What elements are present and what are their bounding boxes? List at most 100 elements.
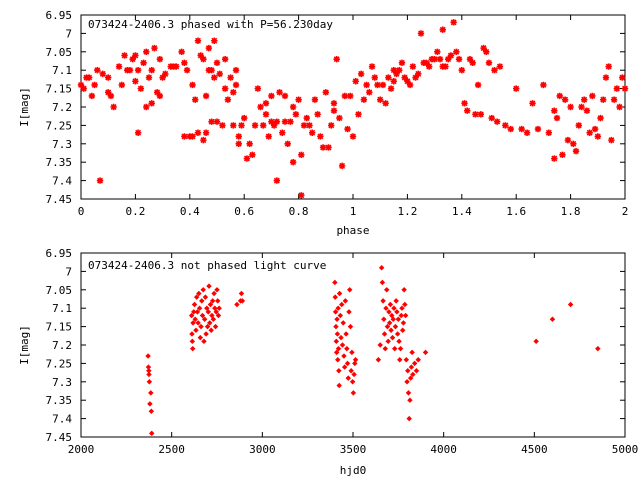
y-tick-label: 6.95 [46,247,73,260]
data-point [346,309,352,315]
data-point [99,70,106,78]
data-point [549,316,556,322]
data-point [268,92,275,100]
data-point [567,301,574,308]
data-point [330,100,338,107]
data-point [391,345,398,352]
data-point [355,111,362,118]
data-point [276,89,283,96]
data-point [243,155,251,162]
data-point [502,122,509,129]
data-point [339,342,346,348]
data-point [200,55,207,63]
data-point [333,55,340,63]
data-point [281,118,289,125]
data-point [337,312,344,319]
data-point [621,85,629,92]
data-point [189,81,196,89]
data-point [199,312,206,319]
data-point [189,345,196,352]
data-point [336,382,342,389]
data-point [388,327,394,334]
y-tick-label: 7.45 [46,431,73,444]
data-point [381,316,387,322]
data-point [407,397,413,403]
data-point [600,96,607,103]
data-point [232,81,240,89]
data-point [594,133,601,140]
data-point [392,323,399,330]
data-point [613,85,621,92]
data-point [344,125,351,133]
data-point [564,136,572,144]
data-point [200,287,206,293]
data-point [559,151,566,159]
y-tick-label: 7.05 [46,46,73,59]
data-point [567,103,574,111]
data-point [556,92,563,100]
data-point [153,89,161,96]
data-point [385,74,392,81]
y-tick-label: 6.95 [46,9,73,22]
data-point [194,37,202,44]
x-tick-label: 3500 [340,443,367,456]
data-point [578,103,585,111]
data-point [212,323,219,330]
data-point [193,294,200,300]
data-point [339,301,345,308]
data-point [137,85,145,92]
data-point [398,312,404,319]
data-point [262,100,270,107]
data-point [415,356,422,363]
data-point [439,26,446,33]
data-point [230,122,237,129]
x-tick-label: 2000 [68,443,95,456]
data-point [189,331,195,337]
y-tick-label: 7.4 [52,175,72,188]
y-tick-label: 7.45 [46,193,73,206]
data-point [289,159,297,166]
data-point [610,96,618,103]
data-point [447,52,455,59]
data-point [461,100,468,107]
data-point [191,301,198,308]
data-point [148,390,154,396]
data-point [232,67,240,74]
x-axis-label: hjd0 [340,464,367,477]
data-point [589,92,596,100]
data-point [334,331,341,337]
data-point [409,63,417,70]
data-point [209,312,215,319]
data-point [402,301,408,308]
data-point [477,111,485,118]
data-point [412,74,419,81]
data-point [379,81,387,89]
data-point [281,92,289,100]
data-point [159,74,166,81]
data-point [338,334,344,341]
data-point [77,81,85,89]
data-point [545,129,553,136]
data-point [417,30,425,37]
data-point [132,52,139,59]
data-point [198,323,204,330]
data-point [493,118,501,125]
data-point [436,55,444,63]
data-point [110,103,117,111]
data-point [390,316,396,322]
data-point [115,63,123,70]
data-point [523,129,531,136]
data-point [375,356,382,363]
data-point [540,81,547,89]
data-point [366,89,373,96]
data-point [534,125,542,133]
data-point [224,96,232,103]
data-point [450,19,457,26]
data-point [381,331,388,337]
data-point [332,294,338,300]
data-point [317,133,324,140]
data-point [332,279,338,286]
data-point [507,125,514,133]
data-point [384,323,391,330]
data-point [251,122,259,129]
